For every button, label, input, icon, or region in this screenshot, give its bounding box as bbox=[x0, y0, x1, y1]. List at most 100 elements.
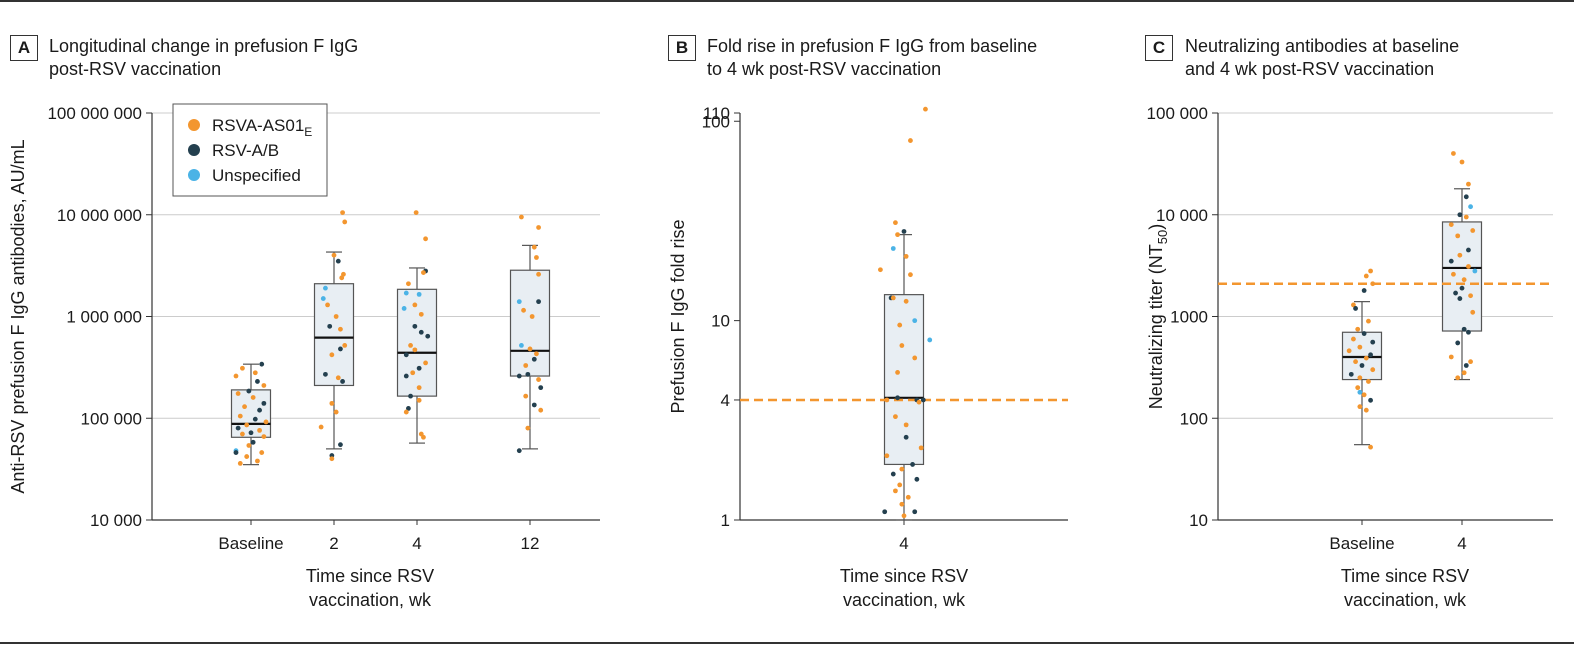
panel-a-data-point-rsva-as01 bbox=[235, 391, 241, 396]
panel-a-data-point-rsva-as01 bbox=[331, 252, 337, 258]
panel-a-data-point-rsva-as01 bbox=[421, 270, 426, 276]
panel-a-data-point-rsva-as01 bbox=[531, 244, 537, 250]
panel-a-data-point-rsva-as01 bbox=[257, 427, 262, 433]
panel-a-data-point-rsv-ab bbox=[248, 430, 254, 436]
panel-a-data-point-rsva-as01 bbox=[325, 302, 330, 308]
panel-c-xtick-label: 4 bbox=[1457, 534, 1466, 553]
panel-b-data-point-rsva-as01 bbox=[884, 453, 890, 459]
panel-c-data-point-rsva-as01 bbox=[1346, 348, 1352, 354]
panel-c-title-line2: and 4 wk post-RSV vaccination bbox=[1185, 59, 1435, 79]
panel-c-title-line1: Neutralizing antibodies at baseline bbox=[1185, 36, 1460, 56]
panel-a-box bbox=[509, 269, 551, 377]
panel-a-data-point-rsva-as01 bbox=[416, 385, 422, 391]
panel-a-data-point-rsv-ab bbox=[418, 329, 424, 335]
panel-a-letter: A bbox=[10, 35, 38, 61]
panel-a-data-point-rsv-ab bbox=[525, 371, 531, 377]
panel-c-data-point-rsv-ab bbox=[1370, 339, 1376, 345]
panel-c-data-point-rsv-ab bbox=[1368, 397, 1373, 403]
panel-a-data-point-rsva-as01 bbox=[423, 236, 428, 242]
panel-a-data-point-rsva-as01 bbox=[519, 214, 524, 220]
panel-c-ytick-label: 1000 bbox=[1170, 308, 1208, 327]
panel-b-title: Fold rise in prefusion F IgG from baseli… bbox=[707, 35, 1037, 81]
panel-c-data-point-rsva-as01 bbox=[1351, 336, 1356, 342]
panel-a-data-point-rsva-as01 bbox=[406, 281, 411, 287]
panel-a-data-point-rsv-ab bbox=[233, 450, 239, 455]
panel-c-data-point-rsva-as01 bbox=[1351, 302, 1356, 308]
panel-a-data-point-rsv-ab bbox=[338, 346, 343, 352]
panel-a-data-point-rsv-ab bbox=[516, 448, 522, 454]
panel-a-data-point-rsva-as01 bbox=[261, 434, 267, 440]
panel-b-ytick-label: 110 bbox=[703, 104, 730, 123]
panel-b-title-line1: Fold rise in prefusion F IgG from baseli… bbox=[707, 36, 1038, 56]
panel-c-data-point-unspecified bbox=[1357, 389, 1363, 395]
panel-b-data-point-rsva-as01 bbox=[903, 422, 909, 428]
panel-a-title-line1: Longitudinal change in prefusion F IgG bbox=[49, 36, 359, 56]
panel-c-data-point-rsva-as01 bbox=[1366, 379, 1371, 384]
panel-c-data-point-rsv-ab bbox=[1368, 352, 1373, 358]
panel-b-data-point-rsva-as01 bbox=[893, 414, 898, 420]
panel-b-data-point-rsva-as01 bbox=[901, 513, 907, 519]
panel-c-data-point-rsva-as01 bbox=[1470, 309, 1476, 315]
panel-a-data-point-rsva-as01 bbox=[329, 352, 335, 358]
panel-b-data-point-rsva-as01 bbox=[916, 399, 922, 405]
panel-c-data-point-rsv-ab bbox=[1361, 288, 1367, 293]
panel-c-data-point-rsva-as01 bbox=[1461, 277, 1467, 283]
panel-b-data-point-rsva-as01 bbox=[903, 298, 909, 304]
panel-b-data-point-unspecified bbox=[927, 337, 933, 343]
panel-c-data-point-rsv-ab bbox=[1463, 363, 1469, 368]
panel-a-data-point-rsva-as01 bbox=[423, 360, 428, 366]
panel-b-data-point-rsv-ab bbox=[920, 397, 926, 403]
panel-c-data-point-rsva-as01 bbox=[1466, 264, 1471, 269]
panel-a-data-point-rsv-ab bbox=[538, 385, 544, 391]
panel-a-data-point-unspecified bbox=[323, 285, 328, 291]
panel-a-data-point-rsv-ab bbox=[261, 400, 267, 406]
panel-a-data-point-rsva-as01 bbox=[333, 409, 339, 415]
panel-a-data-point-rsv-ab bbox=[516, 373, 522, 379]
panel-a-data-point-rsva-as01 bbox=[237, 460, 243, 466]
panel-c-data-point-rsva-as01 bbox=[1470, 228, 1476, 233]
panel-c-data-point-rsv-ab bbox=[1448, 258, 1454, 264]
panel-c-data-point-rsva-as01 bbox=[1448, 354, 1454, 360]
panel-a-data-point-rsva-as01 bbox=[527, 346, 533, 352]
panel-a-data-point-rsva-as01 bbox=[333, 314, 339, 319]
legend-marker-unspecified bbox=[188, 169, 200, 181]
panel-b-data-point-rsva-as01 bbox=[899, 343, 905, 348]
panel-a-data-point-rsv-ab bbox=[250, 439, 256, 445]
panel-c-xtick-label: Baseline bbox=[1329, 534, 1394, 553]
panel-a-data-point-rsva-as01 bbox=[339, 275, 345, 281]
panel-a-ytick-label: 10 000 bbox=[90, 511, 142, 530]
panel-a-data-point-unspecified bbox=[401, 306, 407, 311]
panel-b-title-line2: to 4 wk post-RSV vaccination bbox=[707, 59, 942, 79]
panel-c-data-point-rsva-as01 bbox=[1353, 359, 1358, 365]
panel-a-xtick-label: 12 bbox=[521, 534, 540, 553]
panel-c-data-point-rsva-as01 bbox=[1448, 222, 1454, 228]
panel-a-title: Longitudinal change in prefusion F IgG p… bbox=[49, 35, 358, 81]
panel-a-data-point-rsva-as01 bbox=[340, 210, 345, 215]
panel-a-data-point-rsva-as01 bbox=[523, 393, 529, 399]
panel-a-box bbox=[313, 283, 355, 387]
panel-c-data-point-rsva-as01 bbox=[1363, 407, 1369, 413]
panel-b-data-point-rsva-as01 bbox=[908, 138, 913, 143]
panel-c-data-point-rsv-ab bbox=[1353, 306, 1358, 311]
panel-a-title-line2: post-RSV vaccination bbox=[49, 59, 222, 79]
panel-a-data-point-rsv-ab bbox=[412, 323, 418, 329]
panel-c-data-point-rsva-as01 bbox=[1468, 293, 1473, 299]
panel-c-data-point-rsva-as01 bbox=[1451, 151, 1456, 156]
panel-a-data-point-rsva-as01 bbox=[342, 342, 348, 348]
panel-a-ytick-label: 1 000 000 bbox=[66, 308, 142, 327]
panel-c-data-point-rsv-ab bbox=[1459, 285, 1465, 291]
panel-b-ytick-label: 4 bbox=[721, 391, 730, 410]
panel-b-data-point-rsva-as01 bbox=[893, 220, 898, 226]
panel-a-data-point-rsva-as01 bbox=[246, 443, 252, 448]
panel-a-data-point-rsva-as01 bbox=[418, 311, 424, 317]
panel-b-data-point-rsv-ab bbox=[903, 434, 909, 440]
panel-c-data-point-unspecified bbox=[1472, 268, 1478, 274]
panel-c-data-point-rsva-as01 bbox=[1368, 268, 1373, 274]
panel-c-y-axis-label: Neutralizing titer (NT50) bbox=[1146, 224, 1170, 410]
panel-a-data-point-rsva-as01 bbox=[263, 419, 269, 425]
panel-a-data-point-rsva-as01 bbox=[521, 307, 526, 313]
legend-marker-rsv-ab bbox=[188, 144, 200, 156]
panel-c-data-point-rsva-as01 bbox=[1461, 370, 1467, 376]
panel-b-data-point-unspecified bbox=[890, 246, 896, 251]
